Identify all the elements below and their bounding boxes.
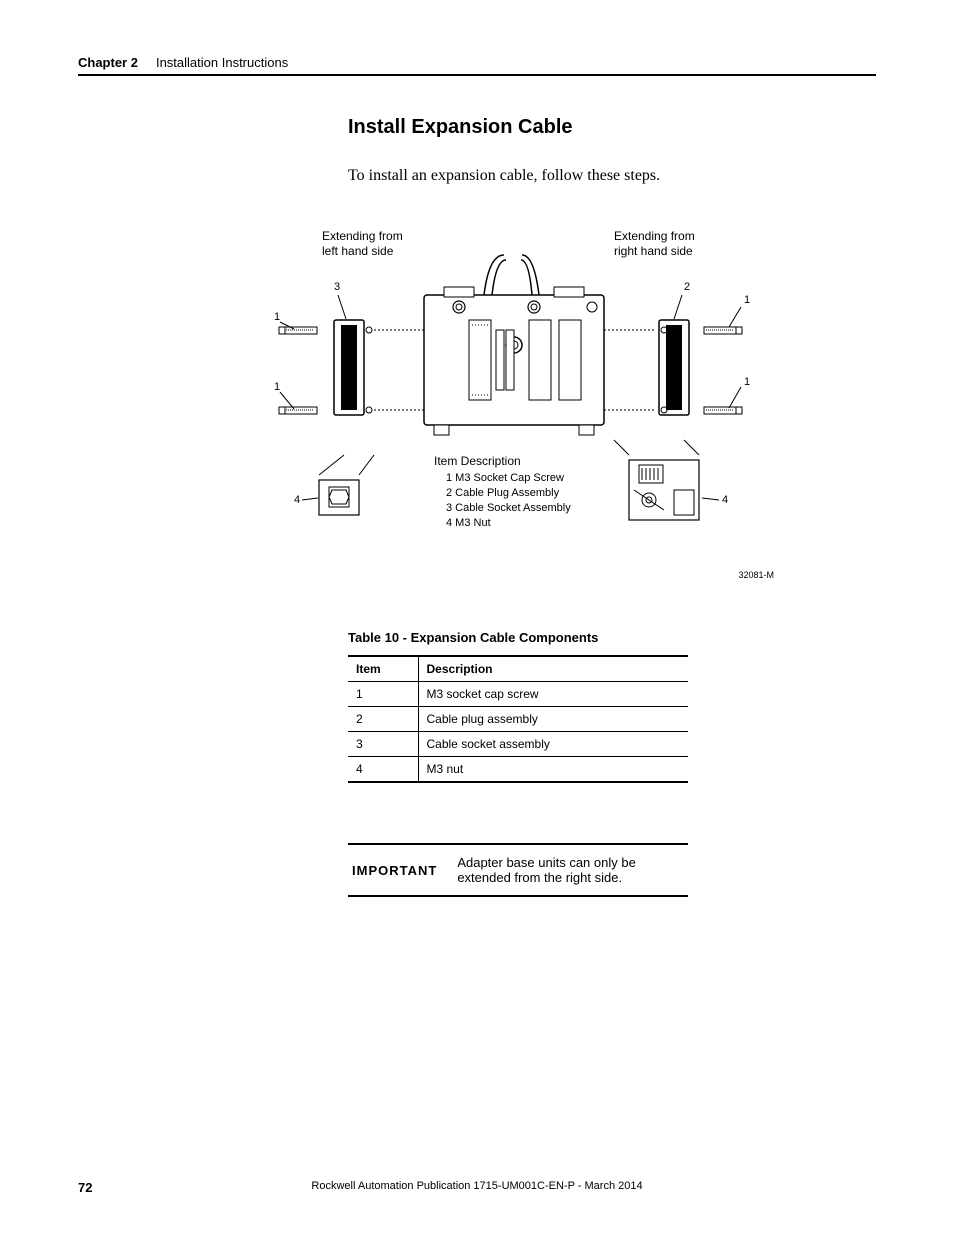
label-right-extend2: right hand side — [614, 244, 693, 258]
table-header-item: Item — [348, 656, 418, 682]
intro-text: To install an expansion cable, follow th… — [348, 167, 876, 185]
callout-right-1a: 1 — [744, 294, 750, 306]
diagram-svg: Extending from left hand side Extending … — [274, 225, 754, 545]
table-row: 1 M3 socket cap screw — [348, 682, 688, 707]
item-desc-4: 4 M3 Nut — [446, 517, 491, 529]
table-cell-desc: Cable socket assembly — [418, 732, 688, 757]
table-header-desc: Description — [418, 656, 688, 682]
figure-reference: 32081-M — [274, 570, 774, 580]
callout-left-3: 3 — [334, 281, 340, 293]
chapter-title: Installation Instructions — [156, 55, 288, 70]
important-callout: IMPORTANT Adapter base units can only be… — [348, 843, 688, 897]
important-text: Adapter base units can only be extended … — [457, 855, 688, 885]
label-right-extend: Extending from — [614, 229, 695, 243]
important-label: IMPORTANT — [352, 863, 437, 878]
table-cell-item: 4 — [348, 757, 418, 783]
callout-left-1a: 1 — [274, 311, 280, 323]
table-cell-item: 1 — [348, 682, 418, 707]
nut-detail-left — [319, 455, 374, 515]
table-cell-desc: M3 nut — [418, 757, 688, 783]
chapter-label: Chapter 2 — [78, 55, 138, 70]
item-desc-title: Item Description — [434, 454, 521, 468]
table-caption: Table 10 - Expansion Cable Components — [348, 630, 876, 645]
callout-right-4: 4 — [722, 494, 728, 506]
section-heading: Install Expansion Cable — [348, 116, 876, 139]
item-desc-3: 3 Cable Socket Assembly — [446, 502, 571, 514]
callout-left-1b: 1 — [274, 381, 280, 393]
item-desc-1: 1 M3 Socket Cap Screw — [446, 472, 564, 484]
page-number: 72 — [78, 1180, 92, 1195]
table-row: 3 Cable socket assembly — [348, 732, 688, 757]
label-left-extend2: left hand side — [322, 244, 394, 258]
table-cell-desc: M3 socket cap screw — [418, 682, 688, 707]
table-cell-desc: Cable plug assembly — [418, 707, 688, 732]
table-row: 2 Cable plug assembly — [348, 707, 688, 732]
page-footer: 72 Rockwell Automation Publication 1715-… — [78, 1180, 876, 1195]
item-desc-2: 2 Cable Plug Assembly — [446, 487, 560, 499]
publication-info: Rockwell Automation Publication 1715-UM0… — [311, 1180, 642, 1192]
table-cell-item: 3 — [348, 732, 418, 757]
table-cell-item: 2 — [348, 707, 418, 732]
callout-right-1b: 1 — [744, 376, 750, 388]
table-row: 4 M3 nut — [348, 757, 688, 783]
page-header: Chapter 2 Installation Instructions — [78, 55, 876, 76]
expansion-cable-figure: Extending from left hand side Extending … — [274, 225, 876, 550]
callout-right-2: 2 — [684, 281, 690, 293]
components-table: Item Description 1 M3 socket cap screw 2… — [348, 655, 688, 783]
label-left-extend: Extending from — [322, 229, 403, 243]
callout-left-4: 4 — [294, 494, 300, 506]
nut-detail-right — [614, 440, 699, 520]
